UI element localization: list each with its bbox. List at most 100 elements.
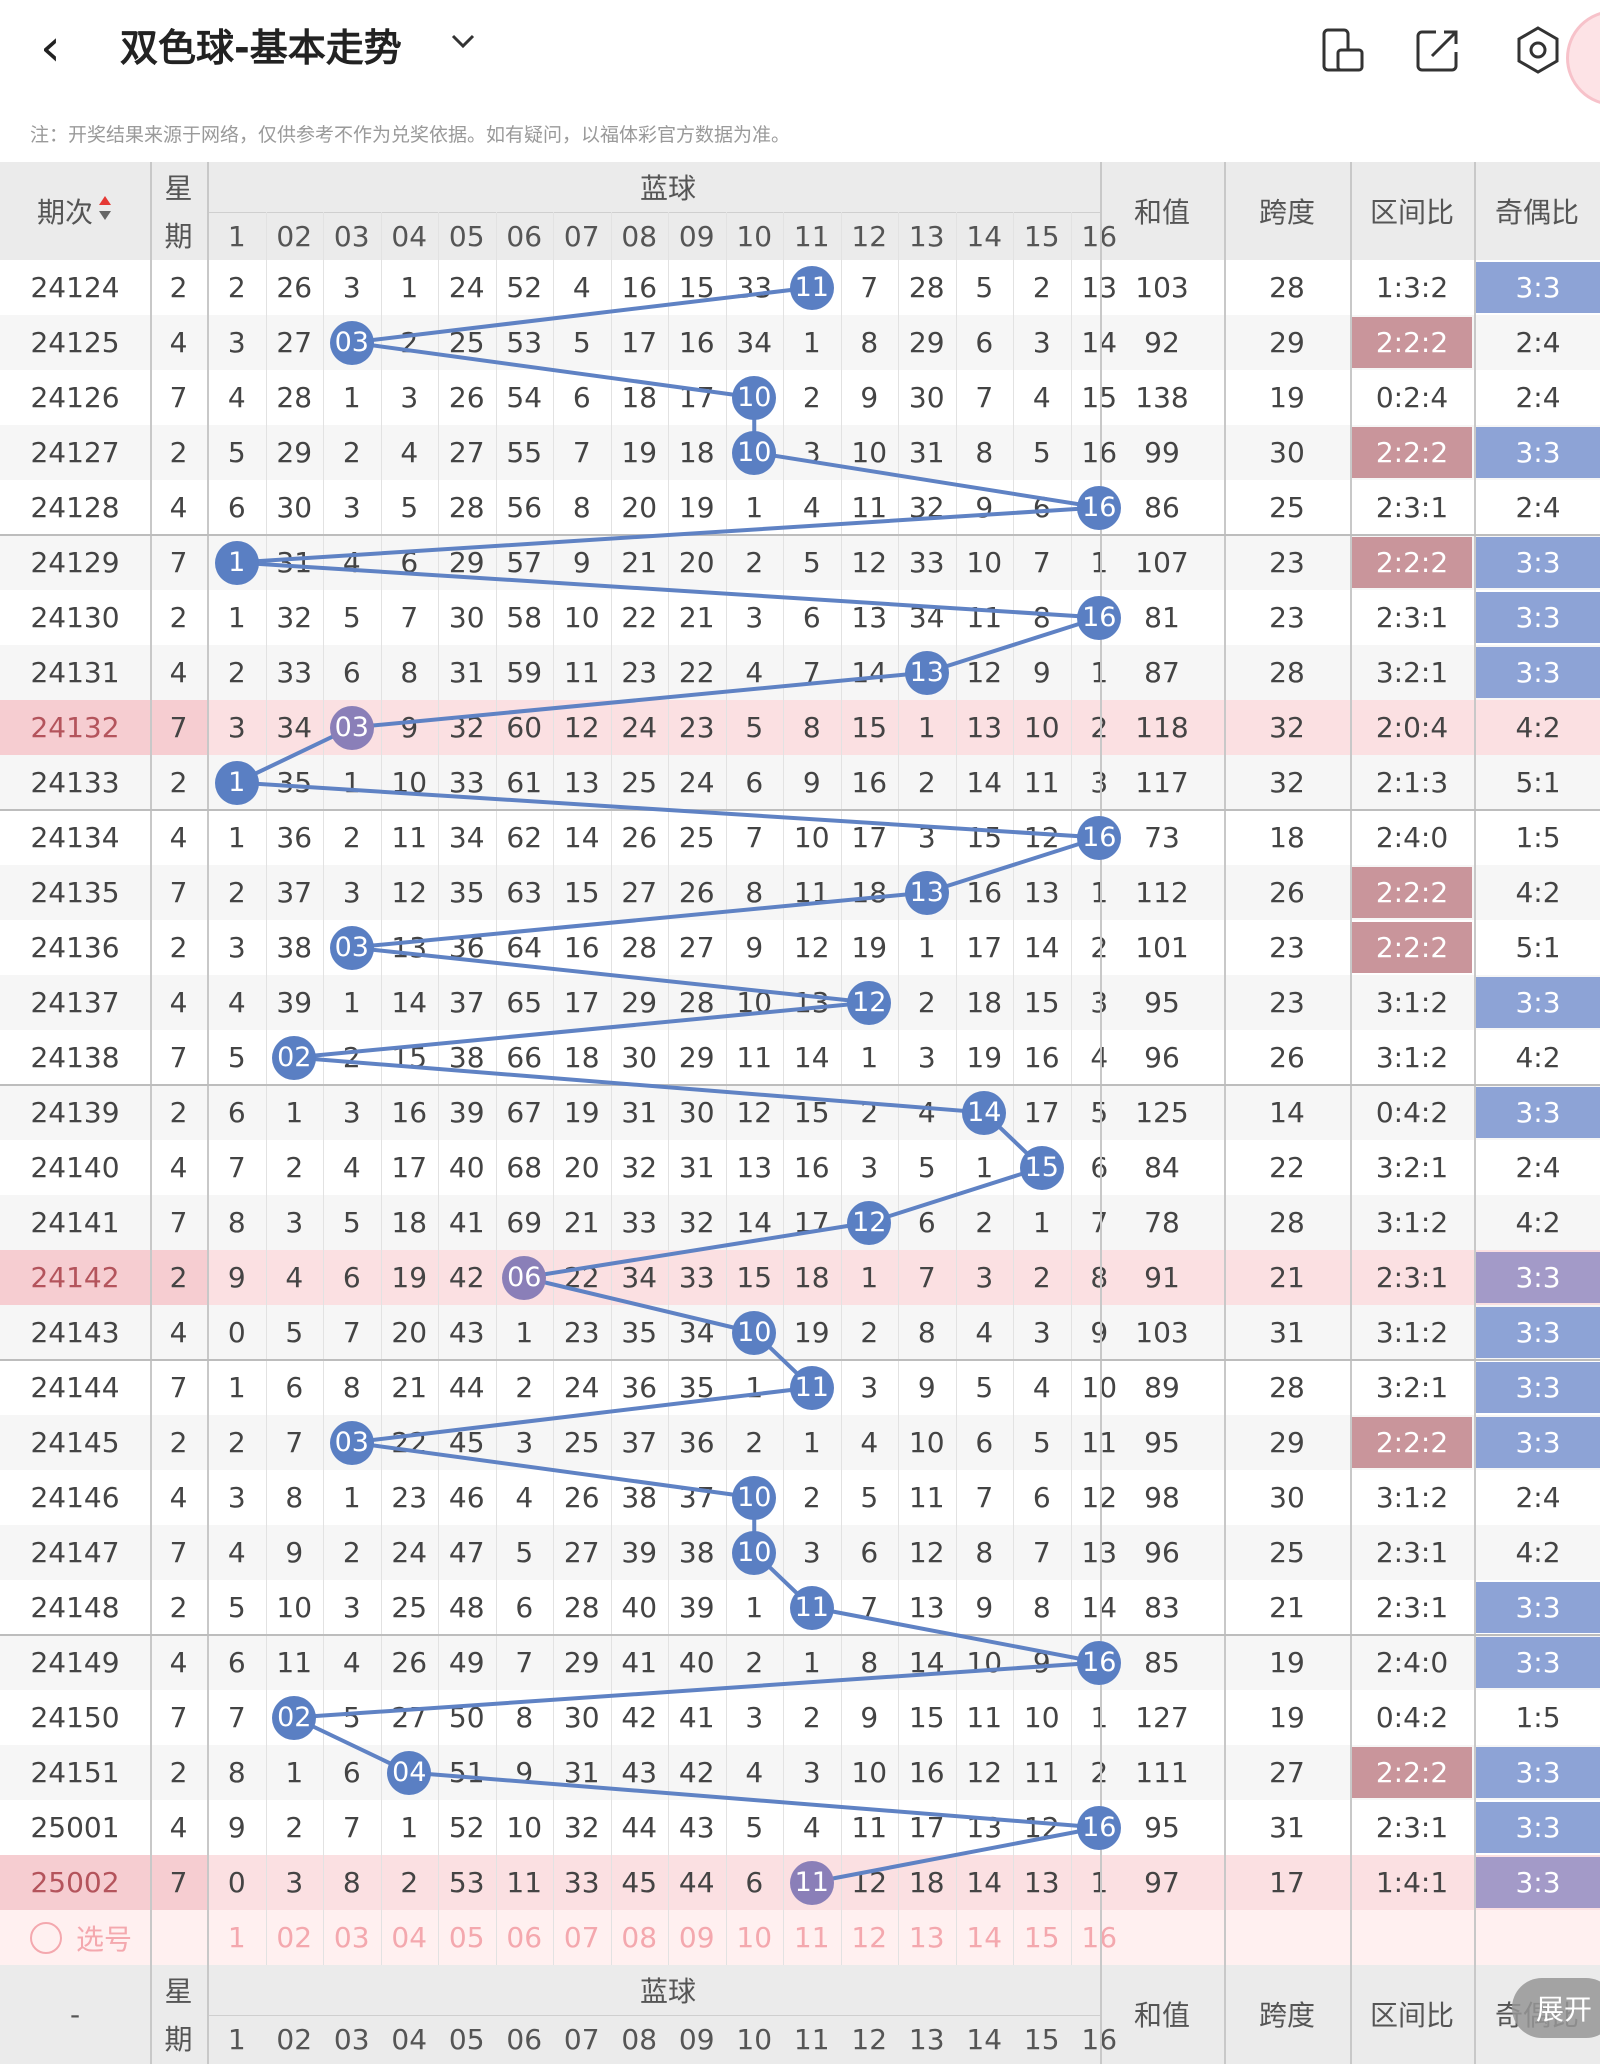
- miss-count-cell: 5: [1032, 436, 1051, 469]
- sum-cell: 83: [1144, 1591, 1180, 1624]
- miss-count-cell: 35: [448, 876, 485, 909]
- blue-number-header: 16: [1071, 2015, 1129, 2063]
- miss-count-cell: 2: [860, 1096, 879, 1129]
- zone-ratio-cell: 2:1:3: [1375, 766, 1449, 799]
- sum-cell: 95: [1144, 986, 1180, 1019]
- miss-count-cell: 8: [1032, 601, 1051, 634]
- select-blue-number[interactable]: 16: [1071, 1910, 1129, 1965]
- miss-count-cell: 8: [975, 1536, 994, 1569]
- span-cell: 21: [1269, 1591, 1305, 1624]
- col-period-header[interactable]: 期次: [0, 162, 150, 260]
- zone-ratio-cell: 2:2:2: [1352, 427, 1472, 478]
- back-icon[interactable]: ‹: [40, 18, 61, 78]
- screen-rotate-icon[interactable]: [1316, 24, 1368, 76]
- select-label: 选号: [76, 1922, 133, 1956]
- miss-count-cell: 66: [506, 1041, 543, 1074]
- select-blue-number[interactable]: 11: [793, 1921, 830, 1954]
- period-highlight: [0, 700, 207, 755]
- miss-count-cell: 30: [276, 491, 313, 524]
- select-blue-number[interactable]: 04: [391, 1921, 428, 1954]
- select-blue-number[interactable]: 07: [563, 1921, 600, 1954]
- miss-count-cell: 27: [391, 1701, 428, 1734]
- settings-icon[interactable]: [1512, 24, 1564, 76]
- miss-count-cell: 2: [285, 1151, 304, 1184]
- blue-ball: 10: [732, 430, 777, 475]
- period-cell: 24131: [30, 656, 120, 689]
- blue-grid-line: [495, 212, 497, 1965]
- sum-cell: 73: [1144, 821, 1180, 854]
- miss-count-cell: 25: [448, 326, 485, 359]
- miss-count-cell: 18: [793, 1261, 830, 1294]
- miss-count-cell: 6: [227, 491, 246, 524]
- miss-count-cell: 14: [1023, 931, 1060, 964]
- sum-cell: 99: [1144, 436, 1180, 469]
- miss-count-cell: 35: [621, 1316, 658, 1349]
- blue-number-header: 11: [793, 219, 830, 253]
- blue-ball: 03: [329, 925, 374, 970]
- miss-count-cell: 37: [276, 876, 313, 909]
- select-blue-number[interactable]: 14: [966, 1921, 1003, 1954]
- miss-count-cell: 24: [678, 766, 715, 799]
- sort-icon[interactable]: [97, 193, 113, 230]
- miss-count-cell: 4: [802, 491, 821, 524]
- miss-count-cell: 15: [678, 271, 715, 304]
- miss-count-cell: 3: [227, 931, 246, 964]
- select-blue-number[interactable]: 02: [276, 1921, 313, 1954]
- period-cell: 24139: [30, 1096, 120, 1129]
- blue-number-header: 13: [908, 2022, 945, 2056]
- miss-count-cell: 4: [745, 1756, 764, 1789]
- select-blue-number[interactable]: 13: [908, 1921, 945, 1954]
- miss-count-cell: 27: [276, 326, 313, 359]
- miss-count-cell: 17: [793, 1206, 830, 1239]
- miss-count-cell: 8: [860, 326, 879, 359]
- miss-count-cell: 4: [802, 1811, 821, 1844]
- miss-count-cell: 1: [342, 986, 361, 1019]
- select-blue-number[interactable]: 08: [621, 1921, 658, 1954]
- select-blue-number[interactable]: 09: [678, 1921, 715, 1954]
- miss-count-cell: 9: [515, 1756, 534, 1789]
- miss-count-cell: 31: [678, 1151, 715, 1184]
- chevron-down-icon[interactable]: [448, 26, 478, 67]
- miss-count-cell: 34: [908, 601, 945, 634]
- sum-cell: 95: [1144, 1426, 1180, 1459]
- select-blue-number[interactable]: 06: [506, 1921, 543, 1954]
- select-number-button[interactable]: 选号: [30, 1910, 200, 1965]
- miss-count-cell: 7: [1032, 1536, 1051, 1569]
- blue-ball: 10: [732, 1530, 777, 1575]
- select-blue-number[interactable]: 05: [448, 1921, 485, 1954]
- miss-count-cell: 3: [802, 1756, 821, 1789]
- miss-count-cell: 33: [736, 271, 773, 304]
- span-cell: 32: [1269, 711, 1305, 744]
- miss-count-cell: 23: [678, 711, 715, 744]
- miss-count-cell: 2: [227, 656, 246, 689]
- miss-count-cell: 6: [285, 1371, 304, 1404]
- blue-number-header: 07: [563, 2022, 600, 2056]
- share-icon[interactable]: [1412, 24, 1464, 76]
- period-highlight: [0, 1250, 207, 1305]
- miss-count-cell: 43: [621, 1756, 658, 1789]
- miss-count-cell: 2: [745, 1426, 764, 1459]
- miss-count-cell: 14: [966, 766, 1003, 799]
- miss-count-cell: 40: [448, 1151, 485, 1184]
- miss-count-cell: 11: [1023, 766, 1060, 799]
- select-blue-number[interactable]: 1: [227, 1921, 246, 1954]
- sum-cell: 89: [1144, 1371, 1180, 1404]
- select-blue-number[interactable]: 03: [333, 1921, 370, 1954]
- select-blue-number[interactable]: 12: [851, 1921, 888, 1954]
- select-blue-number[interactable]: 15: [1023, 1921, 1060, 1954]
- select-blue-number[interactable]: 10: [736, 1921, 773, 1954]
- blue-ball: 1: [214, 760, 259, 805]
- miss-count-cell: 17: [678, 381, 715, 414]
- footer-period-label: -: [69, 1997, 81, 2031]
- miss-count-cell: 41: [448, 1206, 485, 1239]
- miss-count-cell: 22: [391, 1426, 428, 1459]
- miss-count-cell: 28: [678, 986, 715, 1019]
- miss-count-cell: 1: [400, 271, 419, 304]
- week-cell: 2: [169, 1756, 188, 1789]
- expand-button[interactable]: 展开: [1512, 1978, 1600, 2038]
- page-title[interactable]: 双色球-基本走势: [120, 26, 402, 70]
- app-header: ‹ 双色球-基本走势: [0, 0, 1600, 106]
- miss-count-cell: 2: [1032, 271, 1051, 304]
- avatar[interactable]: [1566, 10, 1600, 106]
- miss-count-cell: 17: [908, 1811, 945, 1844]
